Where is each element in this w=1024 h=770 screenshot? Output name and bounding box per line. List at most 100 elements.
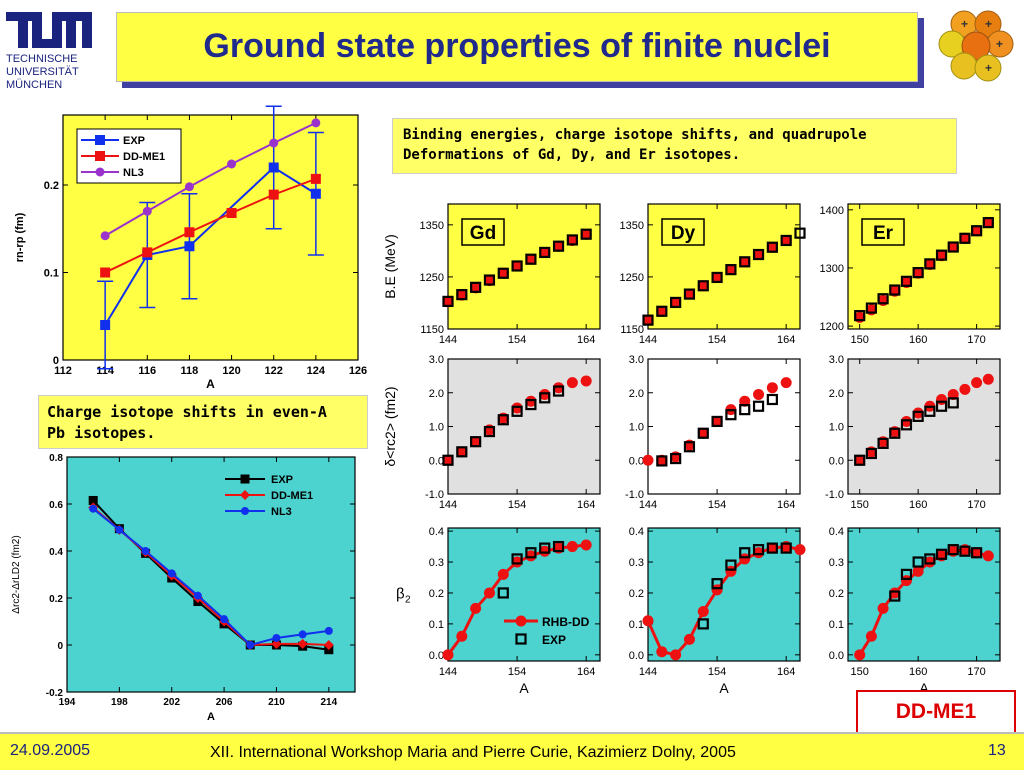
x-tick-label: 164 <box>577 334 595 346</box>
y-tick-label: 0.0 <box>829 650 844 662</box>
chart-be-er: 150 160 170120013001400Er <box>820 204 1000 346</box>
y-tick-label: 1150 <box>420 324 444 336</box>
y-tick-label: 3.0 <box>829 354 844 366</box>
y-tick-label: 0.1 <box>429 619 444 631</box>
note-line-2: Pb isotopes. <box>47 423 359 444</box>
data-point <box>781 377 792 388</box>
data-point <box>581 540 592 551</box>
y-tick-label: 2.0 <box>629 388 644 400</box>
x-tick-label: 170 <box>967 499 985 511</box>
x-tick-label: 124 <box>307 365 326 377</box>
data-point <box>185 228 194 237</box>
legend-marker <box>516 616 527 627</box>
footer-date: 24.09.2005 <box>10 742 90 760</box>
data-point <box>227 209 236 218</box>
x-tick-label: 122 <box>265 365 283 377</box>
legend-label: NL3 <box>123 167 144 179</box>
x-axis-label: A <box>519 680 529 696</box>
y-axis-label: rn-rp (fm) <box>14 212 26 262</box>
x-tick-label: 160 <box>909 666 927 678</box>
legend-label: RHB-DD <box>542 615 590 629</box>
legend-label: DD-ME1 <box>271 490 313 502</box>
data-point <box>96 152 105 161</box>
x-tick-label: 154 <box>508 499 526 511</box>
data-point <box>143 207 152 216</box>
x-tick-label: 164 <box>577 499 595 511</box>
y-tick-label: 1.0 <box>429 422 444 434</box>
data-point <box>143 248 152 257</box>
legend-label: DD-ME1 <box>123 151 165 163</box>
footer-bar: 24.09.2005 XII. International Workshop M… <box>0 732 1024 770</box>
x-tick-label: 164 <box>777 499 795 511</box>
y-tick-label: 3.0 <box>629 354 644 366</box>
y-tick-label: 0.0 <box>429 650 444 662</box>
x-tick-label: 154 <box>508 334 526 346</box>
y-tick-label: 1350 <box>620 220 644 232</box>
y-tick-label: 1150 <box>620 324 644 336</box>
data-point <box>101 321 110 330</box>
data-point <box>96 168 105 177</box>
data-point <box>142 547 150 555</box>
x-axis-label: A <box>206 377 215 391</box>
y-tick-label: 0.3 <box>829 557 844 569</box>
y-tick-label: 0.4 <box>429 526 444 538</box>
chart-dr-er: 150 160 170-1.00.01.02.03.0 <box>825 354 1000 511</box>
data-point <box>698 606 709 617</box>
y-tick-label: -1.0 <box>425 489 444 501</box>
page-number: 13 <box>988 742 1006 760</box>
x-tick-label: 164 <box>777 666 795 678</box>
y-tick-label: -1.0 <box>825 489 844 501</box>
footer-event: XII. International Workshop Maria and Pi… <box>210 744 736 762</box>
data-point <box>269 190 278 199</box>
plot-area <box>648 359 800 494</box>
data-point <box>971 377 982 388</box>
data-point <box>753 389 764 400</box>
data-point <box>241 507 249 515</box>
chart-dr-gd: 144 154 164 -1.0 0.0 1.0 2.0 3.0 δ<rc2> (fm2) <box>382 354 600 511</box>
x-tick-label: 160 <box>909 334 927 346</box>
binding-energy-note: Binding energies, charge isotope shifts,… <box>392 118 957 174</box>
data-point <box>670 649 681 660</box>
x-tick-label: 170 <box>967 666 985 678</box>
y-tick-label: 1.0 <box>829 422 844 434</box>
y-tick-label: 1300 <box>820 263 844 275</box>
data-point <box>241 475 249 483</box>
x-tick-label: 120 <box>222 365 240 377</box>
x-axis-label: A <box>719 680 729 696</box>
y-tick-label: 1250 <box>420 272 444 284</box>
x-tick-label: 210 <box>268 697 285 708</box>
y-tick-label: 0.1 <box>829 619 844 631</box>
y-tick-label: 0 <box>53 355 59 367</box>
element-label: Dy <box>671 223 696 244</box>
y-tick-label: 0.4 <box>629 526 644 538</box>
y-tick-label: 0.2 <box>829 588 844 600</box>
y-tick-label: 0.0 <box>429 455 444 467</box>
y-tick-label: 3.0 <box>429 354 444 366</box>
x-tick-label: 164 <box>577 666 595 678</box>
x-tick-label: 154 <box>708 499 726 511</box>
data-point <box>269 139 278 148</box>
y-tick-label: 0.4 <box>829 526 844 538</box>
y-axis-label: β <box>396 586 405 603</box>
data-point <box>959 384 970 395</box>
y-tick-label: 0.1 <box>629 619 644 631</box>
data-point <box>194 592 202 600</box>
y-axis-label-sub: 2 <box>405 595 411 606</box>
data-point <box>456 631 467 642</box>
data-point <box>325 627 333 635</box>
data-point <box>684 634 695 645</box>
legend-label: EXP <box>271 474 293 486</box>
data-point <box>983 374 994 385</box>
data-point <box>498 569 509 580</box>
note-line-1: Binding energies, charge isotope shifts,… <box>403 125 946 145</box>
element-label: Gd <box>470 223 496 244</box>
x-tick-label: 154 <box>508 666 526 678</box>
data-point <box>581 375 592 386</box>
data-point <box>101 231 110 240</box>
legend-label: EXP <box>542 633 566 647</box>
chart-be-dy: 144 154 164115012501350 Dy <box>620 204 805 346</box>
legend-label: NL3 <box>271 506 292 518</box>
y-tick-label: 0.3 <box>429 557 444 569</box>
data-point <box>185 242 194 251</box>
